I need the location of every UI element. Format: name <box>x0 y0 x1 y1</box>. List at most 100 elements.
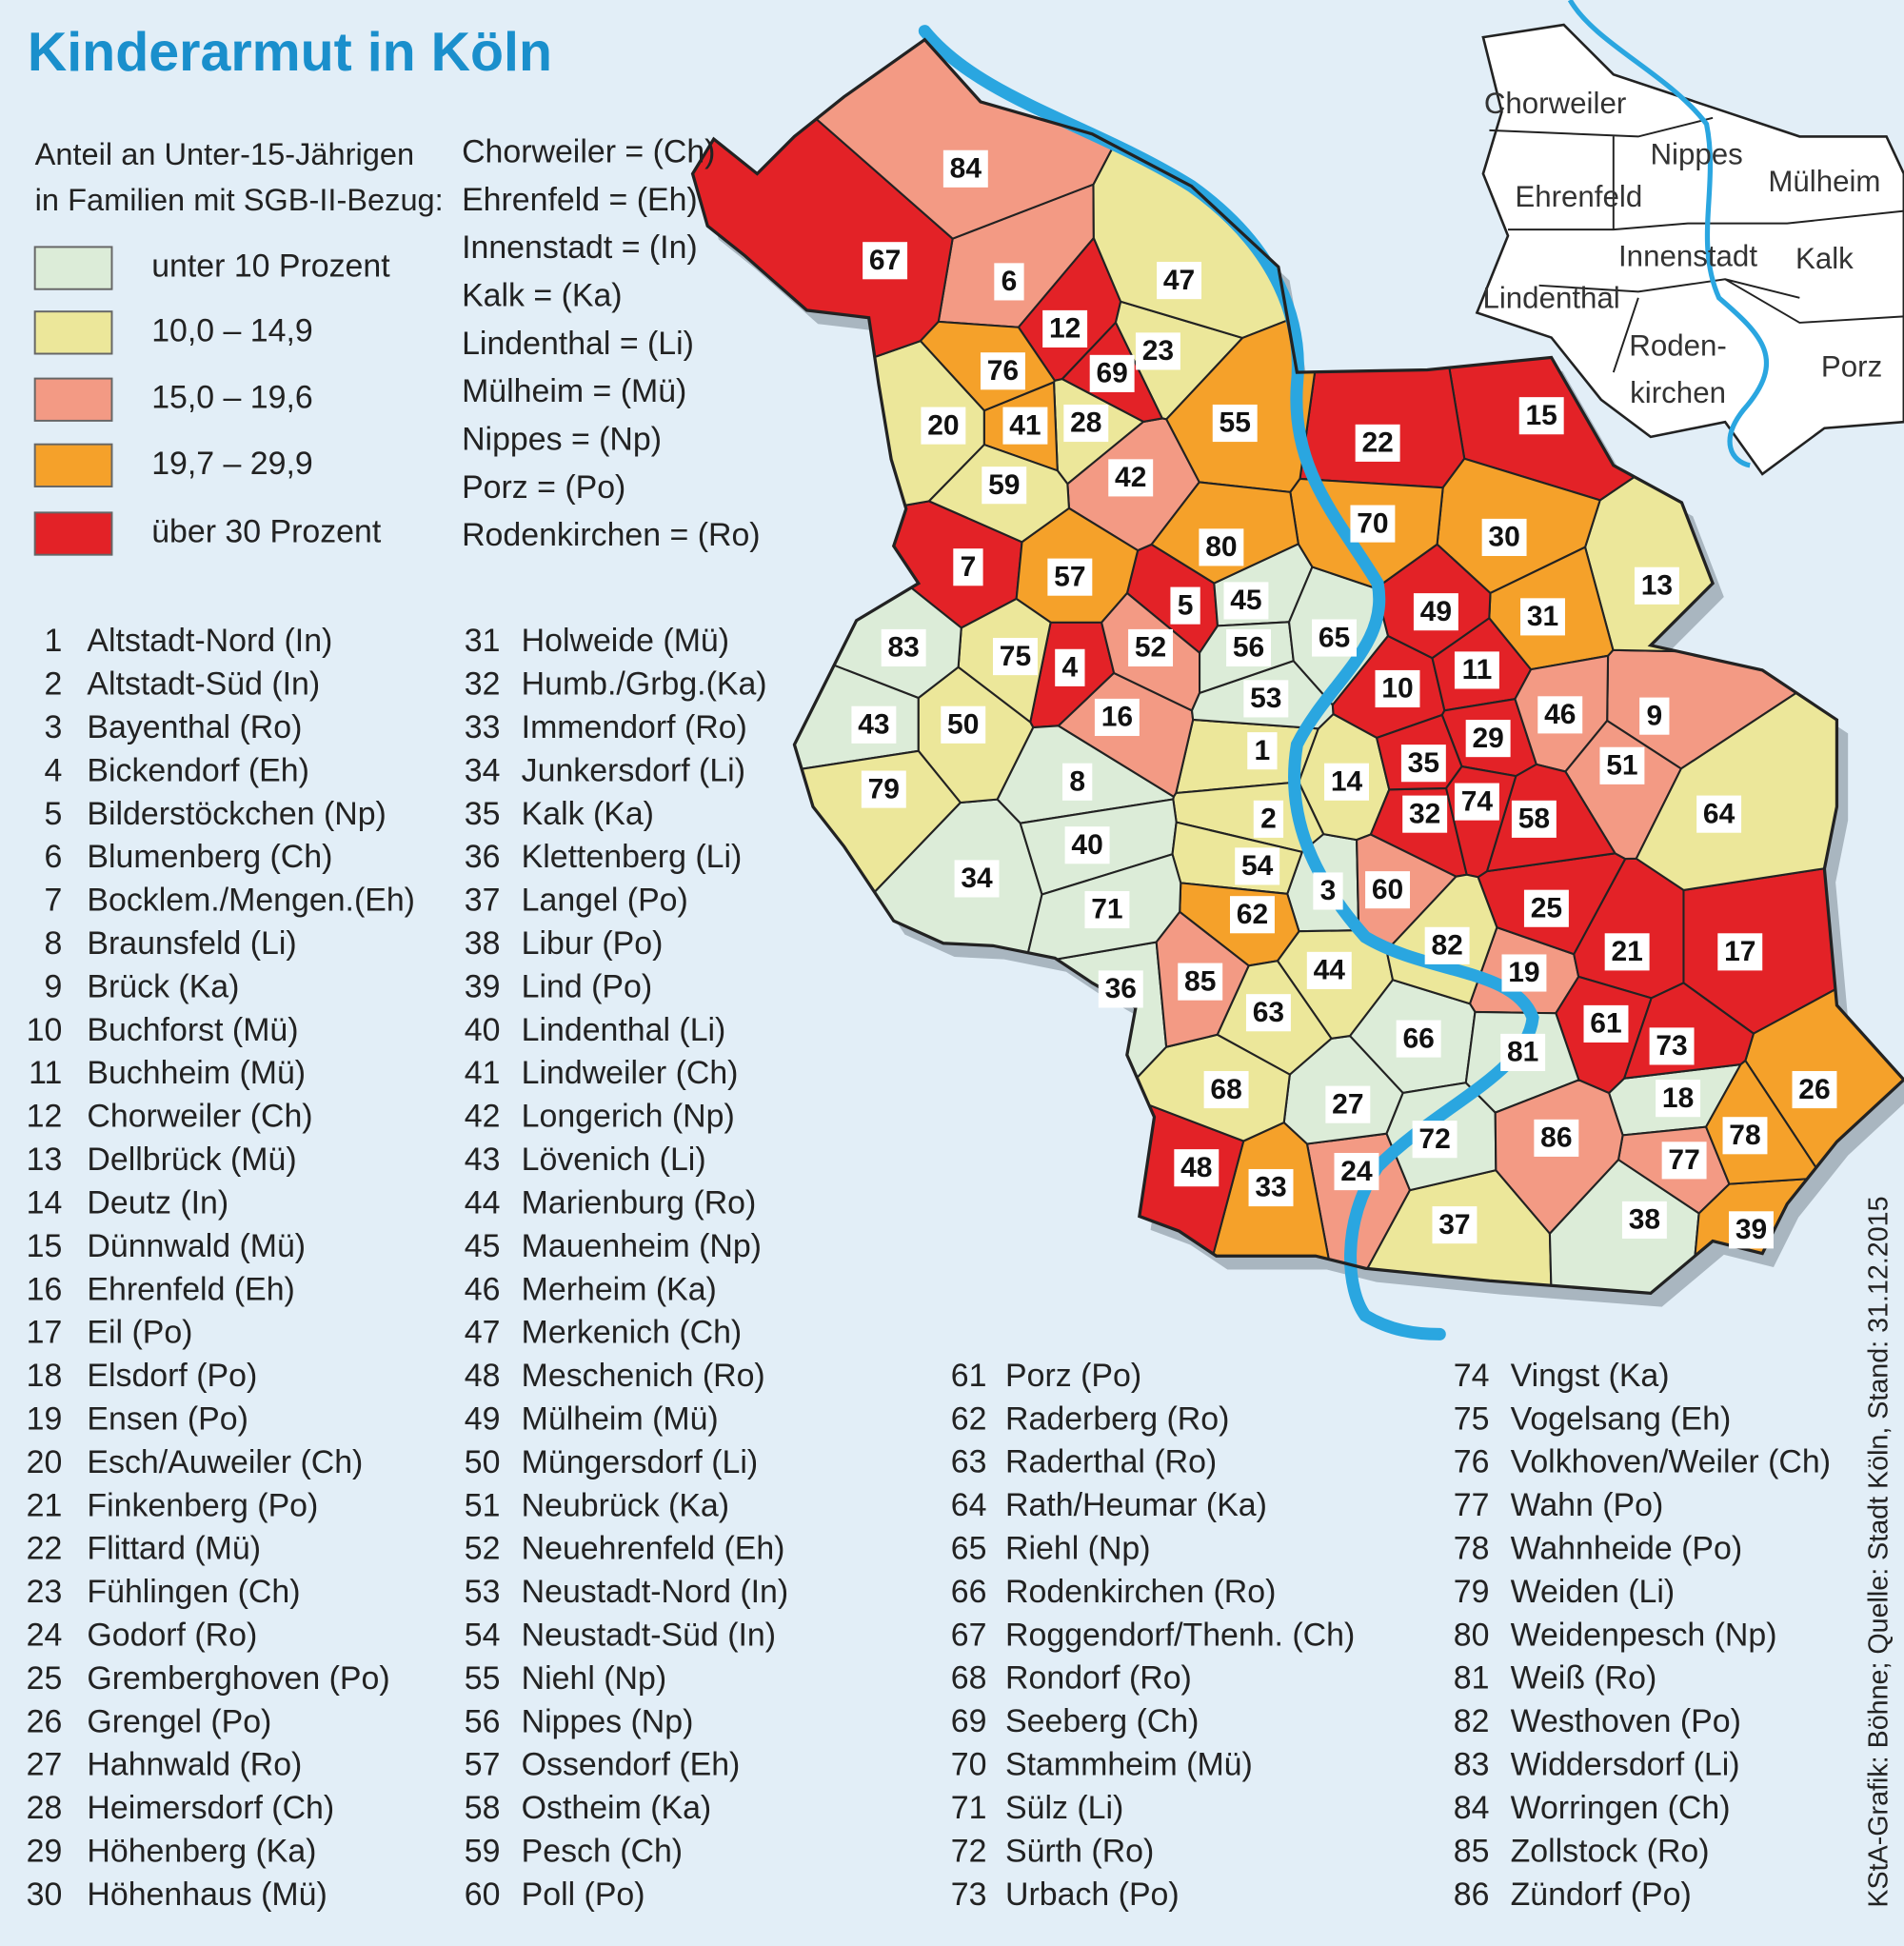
district-name: Sülz (Li) <box>1005 1790 1123 1826</box>
map-label: 68 <box>1210 1074 1241 1105</box>
district-name: Lind (Po) <box>522 968 652 1004</box>
district-number: 47 <box>465 1315 501 1351</box>
map-label-box <box>1313 872 1343 910</box>
map-label: 11 <box>1462 654 1493 685</box>
district-name: Pesch (Ch) <box>522 1833 683 1869</box>
map-label-box <box>1325 1085 1371 1123</box>
map-label: 76 <box>987 355 1019 387</box>
district-name: Immendorf (Ro) <box>522 709 747 745</box>
map-label-box <box>1500 1033 1546 1071</box>
district-number: 60 <box>465 1876 501 1913</box>
inset-river <box>1567 0 1770 468</box>
map-label: 62 <box>1237 899 1268 930</box>
district-number: 8 <box>44 925 62 962</box>
map-label: 84 <box>950 153 982 185</box>
district-name: Finkenberg (Po) <box>87 1487 318 1523</box>
district-name: Marienburg (Ro) <box>522 1184 757 1221</box>
map-label: 51 <box>1606 750 1637 782</box>
district-number: 6 <box>44 839 62 875</box>
map-label-box <box>1402 795 1448 833</box>
map-label-box <box>1334 1153 1379 1191</box>
district-number: 79 <box>1454 1574 1490 1610</box>
map-label-box <box>1230 896 1275 934</box>
district-number: 23 <box>27 1574 63 1610</box>
district-number: 3 <box>44 709 62 745</box>
district-name: Neustadt-Nord (In) <box>522 1574 789 1610</box>
map-label-box <box>921 407 966 445</box>
map-label-box <box>1064 826 1110 864</box>
district-name: Godorf (Ro) <box>87 1617 257 1653</box>
map-label: 15 <box>1526 400 1557 431</box>
district-name: Fühlingen (Ch) <box>87 1574 300 1610</box>
map-label-box <box>1063 404 1109 443</box>
district-number: 5 <box>44 796 62 832</box>
district-number: 51 <box>465 1487 501 1523</box>
map-label-box <box>993 638 1038 676</box>
legend-swatch <box>33 511 113 556</box>
district-name: Höhenberg (Ka) <box>87 1833 316 1869</box>
district-number: 40 <box>465 1012 501 1048</box>
legend-label: 19,7 – 29,9 <box>151 446 313 482</box>
map-label: 50 <box>947 709 979 741</box>
district-name: Buchforst (Mü) <box>87 1012 298 1048</box>
district-number: 73 <box>951 1876 987 1913</box>
district-name: Wahnheide (Po) <box>1511 1531 1743 1567</box>
map-label: 47 <box>1163 265 1195 296</box>
map-label: 67 <box>869 245 901 276</box>
legend-swatch <box>33 310 113 355</box>
map-label: 63 <box>1253 997 1284 1028</box>
map-label: 16 <box>1101 702 1133 733</box>
map-label: 29 <box>1472 723 1503 754</box>
district-name: Altstadt-Süd (In) <box>87 666 320 703</box>
district-name: Rondorf (Ro) <box>1005 1660 1192 1697</box>
inset-borders <box>1489 116 1904 373</box>
district-number: 44 <box>465 1184 501 1221</box>
map-label: 54 <box>1241 850 1274 882</box>
district-name: Ensen (Po) <box>87 1400 248 1437</box>
map-label-box <box>953 548 983 586</box>
district-name: Meschenich (Ro) <box>522 1358 765 1394</box>
district-number: 34 <box>465 752 501 788</box>
district-number: 20 <box>27 1444 63 1480</box>
map-label-box <box>1157 262 1202 300</box>
map-label-box <box>863 242 908 280</box>
district-number: 53 <box>465 1574 501 1610</box>
inset-label: kirchen <box>1630 376 1726 409</box>
district-name: Rath/Heumar (Ka) <box>1005 1487 1267 1523</box>
map-label-box <box>1661 1142 1707 1180</box>
district-name: Sürth (Ro) <box>1005 1833 1154 1869</box>
district-name: Seeberg (Ch) <box>1005 1703 1199 1739</box>
district-name: Zollstock (Ro) <box>1511 1833 1710 1869</box>
district-name: Bayenthal (Ro) <box>87 709 302 745</box>
map-label-box <box>941 705 986 744</box>
map-label-box <box>942 149 988 188</box>
district-name: Vingst (Ka) <box>1511 1358 1670 1394</box>
map-label-box <box>1621 1201 1667 1239</box>
district-number: 9 <box>44 968 62 1004</box>
map-label-box <box>1599 746 1645 784</box>
map-label: 31 <box>1527 601 1558 632</box>
district-name: Esch/Auweiler (Ch) <box>87 1444 363 1480</box>
map-label: 30 <box>1488 522 1519 553</box>
map-label: 20 <box>927 409 959 441</box>
map-label: 75 <box>1000 641 1031 672</box>
district-name: Raderberg (Ro) <box>1005 1400 1229 1437</box>
map-label: 49 <box>1420 596 1452 627</box>
district-number: 11 <box>29 1055 62 1091</box>
map-label: 56 <box>1233 632 1264 664</box>
map-label: 81 <box>1507 1037 1538 1068</box>
map-label: 55 <box>1220 407 1251 439</box>
district-number: 50 <box>465 1444 501 1480</box>
map-label-box <box>1518 397 1564 435</box>
map-label: 79 <box>868 773 900 804</box>
map-label: 32 <box>1409 798 1440 829</box>
title: Kinderarmut in Köln <box>28 22 552 83</box>
district-name: Lövenich (Li) <box>522 1142 706 1178</box>
inset-label: Mülheim <box>1768 165 1880 198</box>
abbreviation: Porz = (Po) <box>462 469 625 506</box>
district-number: 66 <box>951 1574 987 1610</box>
district-name: Bickendorf (Eh) <box>87 752 308 788</box>
district-name: Blumenberg (Ch) <box>87 839 332 875</box>
